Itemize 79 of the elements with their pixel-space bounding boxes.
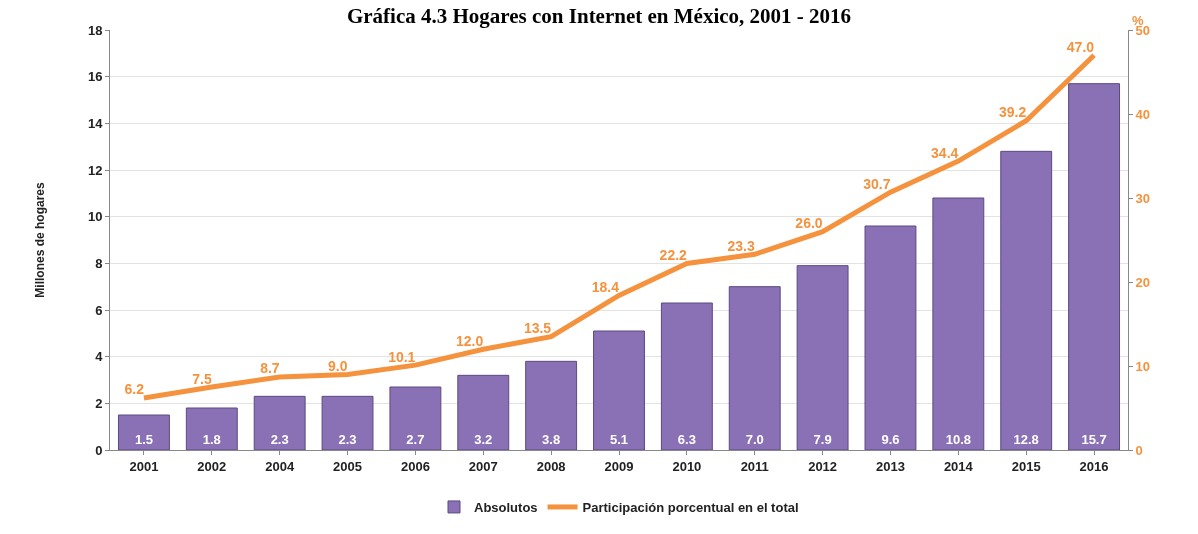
data-label: 12.0	[456, 332, 484, 349]
bar	[728, 286, 781, 450]
x-tick-label: 2011	[740, 458, 769, 474]
bar	[457, 374, 510, 450]
y-tick-label: 16	[87, 69, 103, 85]
y2-tick-label: 20	[1135, 274, 1151, 290]
data-label: 3.2	[474, 432, 493, 447]
bar	[253, 395, 306, 450]
x-tick-label: 2008	[536, 458, 566, 474]
data-label: 10.1	[388, 348, 416, 365]
data-label: 2.3	[270, 432, 289, 447]
bar	[660, 302, 713, 450]
y-tick-label: 8	[95, 255, 103, 271]
legend-label: Participación porcentual en el total	[582, 500, 799, 516]
data-label: 7.0	[745, 432, 764, 447]
y-tick-label: 14	[87, 115, 104, 131]
data-label: 10.8	[945, 432, 971, 447]
data-label: 47.0	[1066, 38, 1095, 55]
y-tick-label: 4	[95, 349, 104, 365]
data-label: 39.2	[998, 104, 1027, 121]
data-label: 1.5	[134, 432, 153, 447]
bar	[1000, 150, 1053, 450]
chart-title: Gráfica 4.3 Hogares con Internet en México, 2001 - 2016	[346, 3, 852, 28]
data-label: 3.8	[542, 432, 561, 447]
x-tick-label: 2001	[129, 458, 159, 474]
y-tick-label: 2	[95, 395, 103, 411]
y-tick-label: 10	[87, 209, 103, 225]
data-label: 15.7	[1081, 432, 1107, 447]
y-tick-label: 18	[87, 22, 103, 38]
data-label: 2.7	[406, 432, 425, 447]
bar	[321, 395, 374, 450]
bar	[932, 197, 985, 450]
x-tick-label: 2016	[1079, 458, 1109, 474]
x-tick-label: 2010	[672, 458, 702, 474]
data-label: 22.2	[659, 247, 688, 264]
bar	[1068, 83, 1121, 450]
data-label: 18.4	[591, 278, 620, 295]
data-label: 7.5	[192, 370, 213, 387]
data-label: 23.3	[727, 237, 755, 254]
y2-tick-label: 30	[1135, 190, 1151, 206]
x-tick-label: 2012	[808, 458, 838, 474]
x-tick-label: 2005	[333, 458, 362, 474]
data-label: 9.6	[881, 432, 900, 447]
data-label: 12.8	[1013, 432, 1039, 447]
x-tick-label: 2014	[943, 458, 974, 474]
data-label: 13.5	[523, 320, 552, 337]
legend-label: Absolutos	[474, 500, 538, 516]
data-label: 6.2	[124, 381, 145, 398]
x-tick-label: 2015	[1011, 458, 1041, 474]
data-label: 30.7	[863, 175, 891, 192]
y2-tick-label: 10	[1135, 358, 1151, 374]
y2-tick-label: 40	[1135, 106, 1151, 122]
bar	[593, 330, 645, 450]
data-label: 7.9	[813, 432, 832, 447]
bar	[796, 265, 849, 450]
bar	[864, 225, 917, 450]
data-label: 1.8	[202, 432, 221, 447]
y-tick-label: 6	[95, 302, 103, 318]
data-label: 26.0	[795, 215, 823, 232]
x-tick-label: 2002	[197, 458, 227, 474]
bar	[185, 407, 238, 450]
data-label: 5.1	[609, 432, 629, 447]
data-label: 9.0	[328, 357, 348, 374]
y-tick-label: 0	[95, 442, 103, 458]
bar	[117, 414, 170, 450]
data-label: 34.4	[931, 144, 959, 161]
x-tick-label: 2007	[468, 458, 498, 474]
y-axis-title: Millones de hogares	[33, 181, 48, 298]
data-label: 6.3	[677, 432, 696, 447]
y-tick-label: 12	[87, 162, 103, 178]
bar	[525, 360, 578, 450]
bar	[389, 386, 442, 450]
data-label: 8.7	[260, 360, 280, 377]
x-tick-label: 2006	[400, 458, 430, 474]
x-tick-label: 2009	[604, 458, 634, 474]
x-tick-label: 2013	[876, 458, 905, 474]
x-tick-label: 2004	[265, 458, 295, 474]
data-label: 2.3	[338, 432, 357, 447]
y2-tick-label: 0	[1135, 442, 1143, 458]
